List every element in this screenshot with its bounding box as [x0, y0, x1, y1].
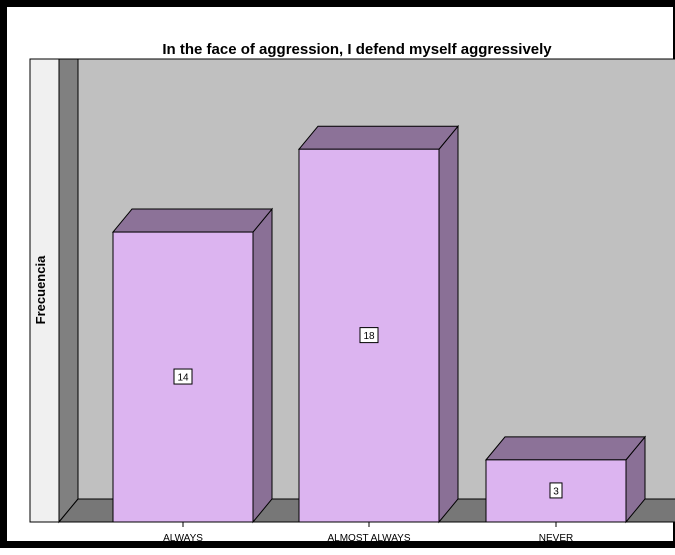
bar-top	[297, 125, 460, 150]
bar-top	[484, 436, 647, 461]
chart-title: In the face of aggression, I defend myse…	[162, 41, 552, 58]
data-label-box	[359, 327, 379, 344]
bar-top	[111, 208, 274, 233]
bars-layer: 14 ALWAYS 18 ALMOST ALWAYS 3 NEVER	[111, 124, 647, 544]
bar-side	[438, 124, 459, 524]
chart-canvas: In the face of aggression, I defend myse…	[29, 41, 675, 544]
data-label-box	[173, 368, 193, 385]
x-tick-label: ALMOST ALWAYS	[328, 533, 411, 544]
data-label: 14	[177, 373, 189, 384]
data-label: 3	[553, 486, 559, 497]
x-tick-label: NEVER	[539, 533, 573, 544]
data-label-box	[549, 482, 563, 499]
left-wall	[58, 58, 79, 524]
bar-side	[252, 207, 273, 524]
y-axis-label: Frecuencia	[33, 255, 48, 324]
x-tick-label: ALWAYS	[163, 533, 203, 544]
data-label: 18	[363, 331, 375, 342]
